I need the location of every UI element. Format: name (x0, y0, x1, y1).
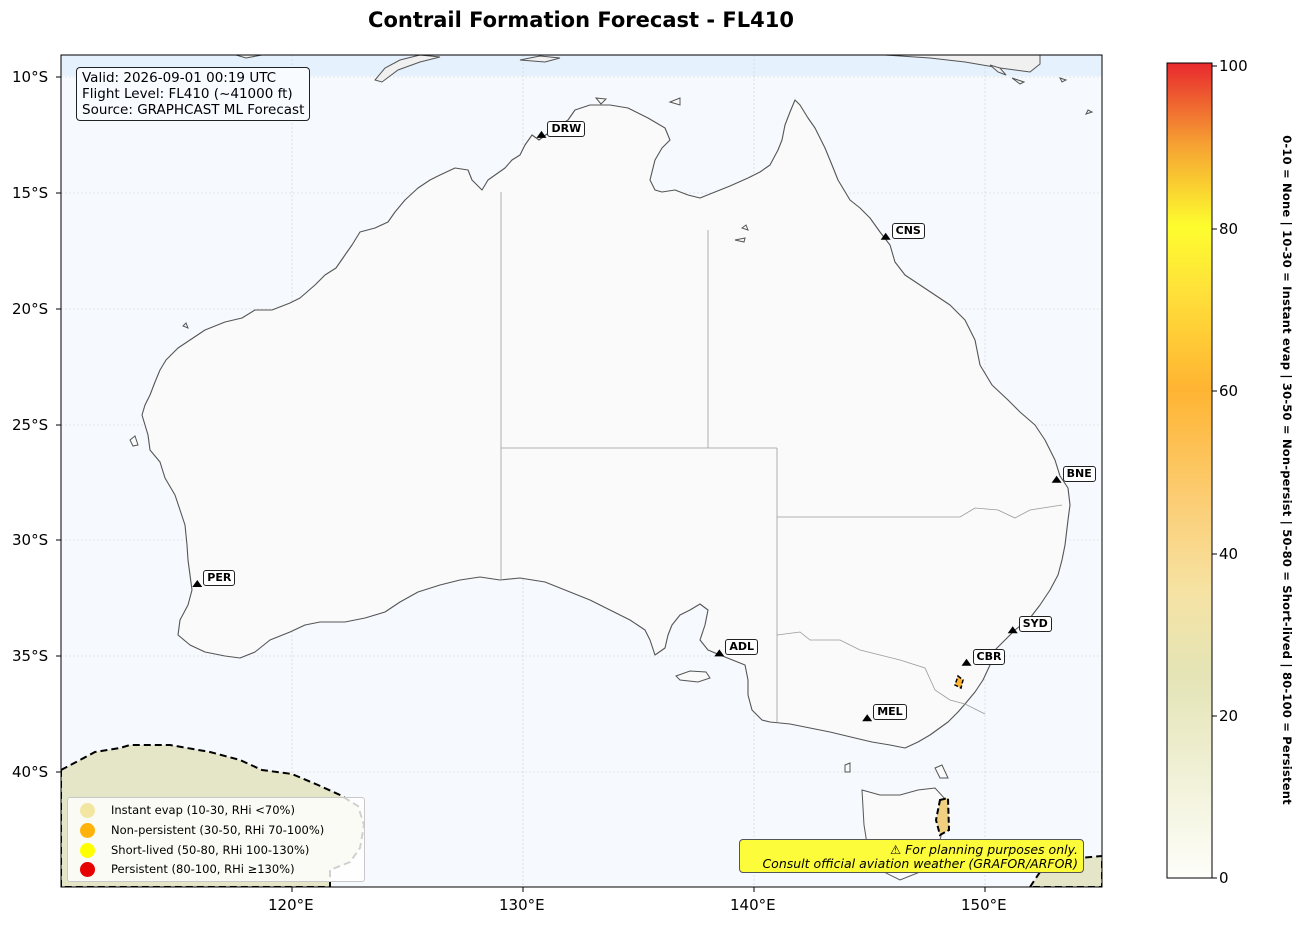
station-markers (192, 130, 1062, 722)
kangaroo-island (675, 670, 711, 683)
top-band (61, 55, 1102, 76)
station-label: MEL (873, 704, 907, 721)
lon-tick-label: 120°E (268, 896, 314, 914)
small-islands (129, 97, 949, 779)
colorbar-tick-label: 40 (1219, 545, 1239, 563)
lat-tick-label: 20°S (12, 300, 49, 318)
colorbar-tick-label: 100 (1219, 57, 1248, 75)
valid-time: Valid: 2026-09-01 00:19 UTC (82, 70, 277, 86)
flight-level: Flight Level: FL410 (~41000 ft) (82, 86, 293, 102)
info-box: Valid: 2026-09-01 00:19 UTC Flight Level… (76, 67, 311, 121)
station-marker-icon[interactable] (1051, 475, 1062, 483)
lat-tick-label: 40°S (12, 763, 49, 781)
forecast-source: Source: GRAPHCAST ML Forecast (82, 102, 305, 118)
disclaimer-line-1: ⚠ For planning purposes only. (890, 842, 1078, 857)
png-islands (989, 64, 1094, 115)
lat-tick-label: 30°S (12, 531, 49, 549)
disclaimer-box: ⚠ For planning purposes only. Consult of… (739, 839, 1084, 873)
station-label: SYD (1018, 616, 1052, 633)
legend-item-non-persistent: Non-persistent (30-50, RHi 70-100%) (80, 821, 324, 839)
legend-dot (80, 822, 95, 838)
station-marker-icon[interactable] (862, 714, 873, 722)
indonesia-landmass (235, 55, 1041, 83)
legend-dot (80, 842, 95, 858)
station-label: CNS (891, 222, 925, 239)
station-label: CBR (972, 648, 1006, 665)
lat-tick-label: 15°S (12, 184, 49, 202)
station-marker-icon[interactable] (1007, 626, 1018, 634)
lat-tick-label: 35°S (12, 647, 49, 665)
station-marker-icon[interactable] (714, 649, 725, 657)
state-borders (500, 192, 1063, 722)
station-label: DRW (547, 120, 586, 137)
australia-mainland (141, 99, 1071, 749)
plot-frame (60, 54, 1103, 888)
legend-label: Instant evap (10-30, RHi <70%) (111, 803, 295, 817)
legend-dot (80, 802, 95, 818)
station-marker-icon[interactable] (880, 232, 891, 240)
colorbar-tick-label: 0 (1219, 869, 1229, 887)
legend-item-persistent: Persistent (80-100, RHi ≥130%) (80, 860, 295, 878)
legend: Instant evap (10-30, RHi <70%) Non-persi… (67, 797, 365, 882)
colorbar-ticks (1212, 65, 1217, 879)
lat-tick-label: 10°S (12, 68, 49, 86)
axis-ticks (56, 76, 986, 892)
station-label: PER (203, 569, 236, 586)
station-label: ADL (725, 639, 758, 656)
colorbar-label-text: 0-10 = None | 10-30 = Instant evap | 30-… (1280, 135, 1294, 805)
colorbar-tick-label: 20 (1219, 707, 1239, 725)
disclaimer-line-2: Consult official aviation weather (GRAFO… (762, 856, 1078, 871)
lon-tick-label: 130°E (499, 896, 545, 914)
station-marker-icon[interactable] (192, 579, 203, 587)
map-title: Contrail Formation Forecast - FL410 (368, 8, 794, 32)
legend-dot (80, 861, 95, 877)
station-marker-icon[interactable] (961, 658, 972, 666)
colorbar (1166, 62, 1213, 879)
lat-tick-label: 25°S (12, 416, 49, 434)
colorbar-tick-label: 60 (1219, 382, 1239, 400)
legend-label: Persistent (80-100, RHi ≥130%) (111, 862, 295, 876)
legend-label: Non-persistent (30-50, RHi 70-100%) (111, 823, 325, 837)
forecast-patch-cbr (954, 674, 964, 690)
legend-label: Short-lived (50-80, RHi 100-130%) (111, 843, 310, 857)
legend-item-short-lived: Short-lived (50-80, RHi 100-130%) (80, 841, 309, 859)
colorbar-tick-label: 80 (1219, 220, 1239, 238)
forecast-patch-tasman (934, 796, 951, 837)
lon-tick-label: 140°E (730, 896, 776, 914)
lon-tick-label: 150°E (961, 896, 1007, 914)
station-marker-icon[interactable] (536, 130, 547, 138)
station-label: BNE (1062, 465, 1096, 482)
legend-item-instant-evap: Instant evap (10-30, RHi <70%) (80, 801, 295, 819)
